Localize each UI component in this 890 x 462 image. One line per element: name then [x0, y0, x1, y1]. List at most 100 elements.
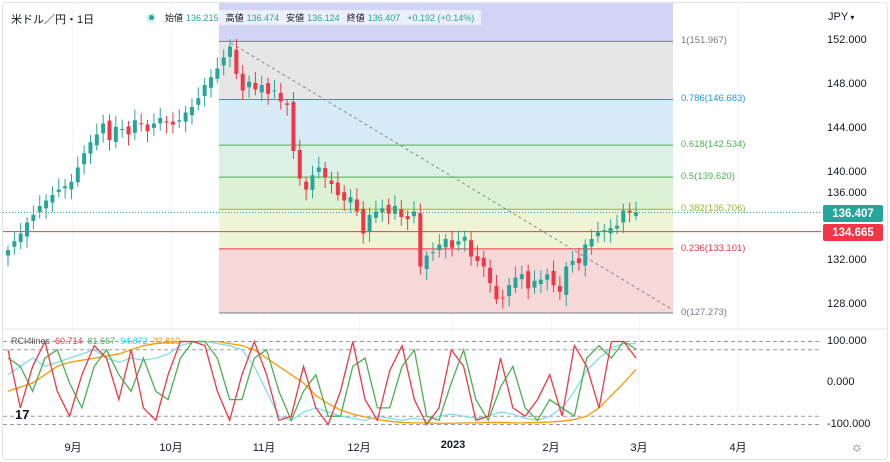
fib-level-label: 1(151.967): [681, 35, 727, 47]
candle: [259, 85, 264, 93]
candle: [564, 266, 569, 295]
fib-band: [219, 248, 673, 313]
candle: [519, 274, 524, 280]
candle: [18, 233, 23, 243]
candle: [621, 210, 626, 223]
y-tick-label: 128.000: [827, 298, 867, 310]
candle: [266, 83, 271, 94]
ohlc-legend: 始値 136.215 高値 136.474 安値 136.124 終値 136.407 …: [143, 10, 482, 25]
candle: [323, 168, 328, 178]
fib-level-label: 0.786(146.683): [681, 93, 746, 105]
candle: [431, 252, 436, 254]
candle: [545, 274, 550, 280]
candle: [82, 153, 87, 165]
candle: [228, 46, 233, 57]
candle: [69, 181, 74, 190]
candle: [151, 123, 156, 128]
candle: [272, 90, 277, 92]
rci-line-cyan: [7, 340, 636, 422]
candle: [31, 214, 36, 221]
candle: [526, 271, 531, 289]
rci-legend: RCI4lines 60.714 81.667 94.872 32.810: [11, 336, 180, 346]
settings-icon[interactable]: ☼: [851, 439, 863, 454]
candle: [132, 120, 137, 133]
rci-line-orange: [7, 340, 637, 424]
candle: [380, 208, 385, 213]
candle: [469, 240, 474, 257]
candle: [500, 297, 505, 299]
fib-band: [219, 177, 673, 210]
candle: [215, 68, 220, 79]
fib-level-label: 0(127.273): [681, 306, 727, 318]
candle: [12, 241, 17, 247]
candle: [170, 121, 175, 125]
open-label: 始値: [165, 13, 184, 23]
candle: [113, 126, 118, 142]
candle: [304, 181, 309, 190]
candle: [285, 103, 290, 105]
fib-level-label: 0.5(139.620): [681, 171, 735, 183]
candle: [614, 225, 619, 229]
candle: [126, 126, 131, 135]
candle: [101, 123, 106, 134]
rci-cyan-value: 94.872: [120, 336, 148, 346]
candle: [532, 280, 537, 288]
candle: [183, 112, 188, 122]
candle: [392, 206, 397, 214]
fib-band: [219, 41, 673, 100]
candle: [399, 209, 404, 217]
candle: [557, 286, 562, 292]
y-tick-label: 148.000: [827, 78, 867, 90]
candle: [145, 124, 150, 132]
y-tick-label: 152.000: [827, 34, 867, 46]
high-value: 136.474: [246, 12, 280, 23]
candle: [354, 199, 359, 212]
candle: [386, 204, 391, 214]
x-tick-label: 3月: [630, 442, 648, 454]
candle: [189, 107, 194, 116]
low-label: 安値: [286, 13, 305, 23]
candle: [164, 121, 169, 123]
x-tick-label: 2月: [542, 442, 560, 454]
candle: [405, 216, 410, 220]
rci-line-red: [7, 339, 637, 426]
candle: [221, 57, 226, 66]
rci-orange-value: 32.810: [152, 336, 181, 346]
candle: [443, 239, 448, 248]
rci-name: RCI4lines: [11, 336, 51, 346]
candle: [418, 213, 423, 267]
candle: [94, 134, 99, 146]
candle: [196, 98, 201, 105]
candle: [240, 73, 245, 91]
candle: [202, 85, 207, 97]
candle: [107, 120, 112, 140]
x-tick-label: 9月: [64, 442, 82, 454]
candle: [361, 208, 366, 234]
candle: [570, 261, 575, 265]
candle: [139, 123, 144, 125]
candle: [44, 200, 49, 209]
x-tick-label: 11月: [252, 442, 276, 454]
candle: [75, 167, 80, 183]
y-tick-label: 140.000: [827, 166, 867, 178]
candle: [627, 210, 632, 213]
open-value: 136.215: [186, 12, 219, 23]
candle: [56, 189, 61, 193]
candle: [437, 244, 442, 251]
price-chart[interactable]: [3, 3, 888, 460]
candle: [589, 239, 594, 247]
candle: [342, 192, 347, 201]
candle: [310, 175, 315, 190]
candle: [348, 197, 353, 203]
candle: [120, 129, 125, 130]
candle: [634, 212, 638, 216]
fib-level-label: 0.382(136.706): [681, 203, 746, 215]
close-value: 136.407: [367, 12, 401, 23]
candle: [367, 214, 372, 232]
candle: [88, 142, 93, 154]
candle: [576, 258, 581, 264]
high-label: 高値: [225, 13, 244, 23]
trend-line: [230, 42, 674, 311]
currency-selector[interactable]: JPY ▾: [828, 11, 854, 23]
